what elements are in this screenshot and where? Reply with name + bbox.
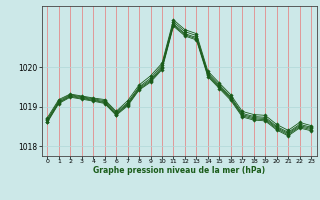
- X-axis label: Graphe pression niveau de la mer (hPa): Graphe pression niveau de la mer (hPa): [93, 166, 265, 175]
